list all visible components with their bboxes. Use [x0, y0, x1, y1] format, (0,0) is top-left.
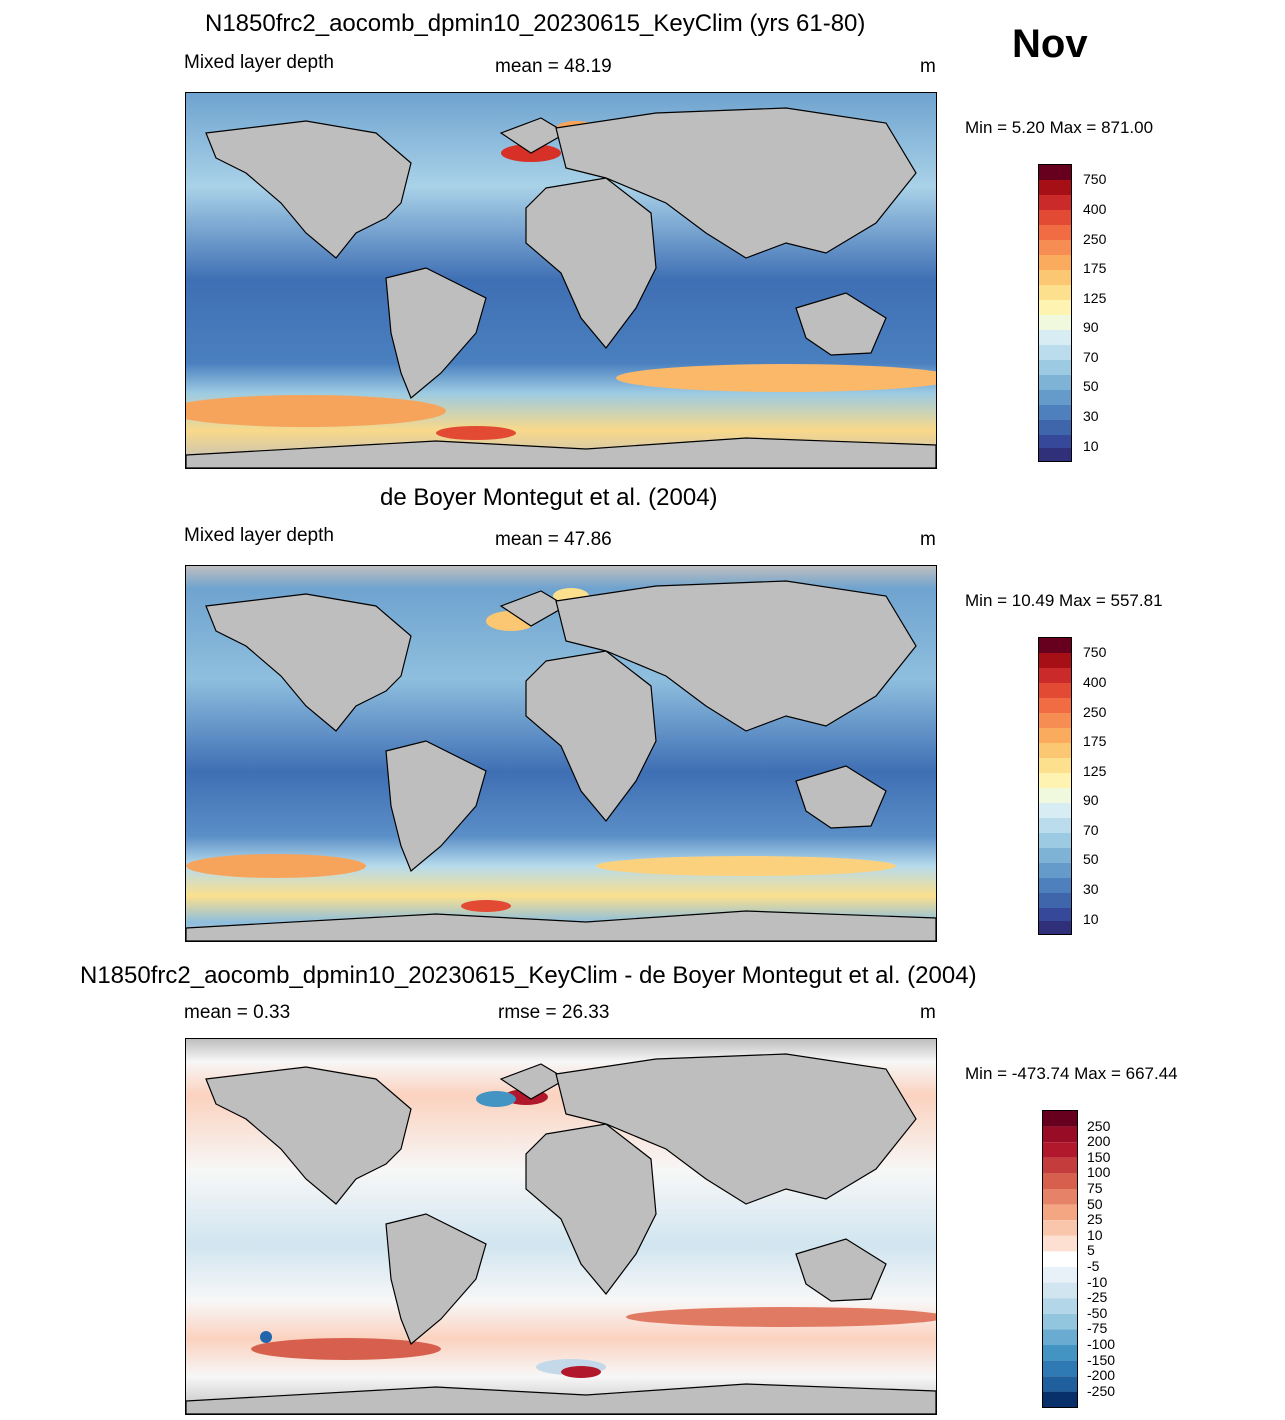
- panel3-colorbar-label: 150: [1087, 1148, 1111, 1165]
- panel1-indian-southern-band: [616, 364, 936, 392]
- panel3-labrador-negative: [476, 1091, 516, 1107]
- panel3-title: N1850frc2_aocomb_dpmin10_20230615_KeyCli…: [80, 962, 977, 989]
- panel3-colorbar-label: 75: [1087, 1180, 1103, 1196]
- panel2-weddell-deep: [461, 900, 511, 912]
- panel1-southern-ocean-deep-band: [186, 395, 446, 427]
- month-label: Nov: [1012, 22, 1088, 66]
- panel1-colorbar-label: 90: [1083, 319, 1099, 335]
- panel3-colorbar-label: -200: [1087, 1367, 1116, 1384]
- panel3-colorbar-label: -250: [1087, 1382, 1116, 1399]
- panel3-colorbar: [1042, 1110, 1078, 1408]
- panel2-indian-southern-band: [596, 856, 896, 876]
- panel2-map-svg: [186, 566, 936, 941]
- panel1-colorbar-label: 50: [1083, 378, 1099, 394]
- panel1-colorbar-label: 250: [1083, 231, 1107, 247]
- panel2-map: [185, 565, 937, 942]
- panel3-colorbar-svg: [1043, 1111, 1077, 1407]
- panel3-colorbar-label: -100: [1087, 1336, 1116, 1352]
- panel2-unit-label: m: [920, 529, 936, 550]
- panel3-colorbar-label: 25: [1087, 1211, 1103, 1228]
- panel3-colorbar-label: -75: [1087, 1320, 1108, 1337]
- panel3-colorbar-label: 10: [1087, 1226, 1103, 1243]
- panel1-mean-label: mean = 48.19: [495, 56, 612, 77]
- panel3-colorbar-labels: 250 200 150 100 75 50 25 10 5 -5 -10 -25…: [1087, 1110, 1147, 1406]
- panel2-colorbar-label: 90: [1083, 792, 1099, 808]
- panel3-colorbar-label: -5: [1087, 1258, 1100, 1274]
- panel1-colorbar-label: 30: [1083, 408, 1099, 424]
- panel2-colorbar-label: 125: [1083, 763, 1107, 779]
- panel2-colorbar-labels: 750 400 250 175 125 90 70 50 30 10: [1083, 637, 1143, 933]
- panel2-colorbar-label: 30: [1083, 881, 1099, 897]
- panel1-colorbar-label: 400: [1083, 201, 1107, 217]
- panel2-land: [186, 580, 936, 941]
- panel1-title: N1850frc2_aocomb_dpmin10_20230615_KeyCli…: [205, 10, 866, 37]
- panel1-colorbar-svg: [1039, 165, 1071, 461]
- panel3-mean-label: mean = 0.33: [184, 1002, 291, 1023]
- panel3-colorbar-label: -10: [1087, 1273, 1108, 1290]
- panel1-colorbar-label: 175: [1083, 260, 1107, 276]
- panel3-colorbar-label: 50: [1087, 1195, 1103, 1212]
- panel3-unit-label: m: [920, 1002, 936, 1023]
- panel2-minmax-label: Min = 10.49 Max = 557.81: [965, 591, 1163, 610]
- panel1-variable-label: Mixed layer depth: [184, 52, 334, 73]
- panel3-colorbar-label: 100: [1087, 1164, 1111, 1181]
- panel2-colorbar-svg: [1039, 638, 1071, 934]
- panel2-colorbar: [1038, 637, 1072, 935]
- panel3-pacific-negative-spot: [260, 1331, 272, 1343]
- panel1-weddell-deep: [436, 426, 516, 440]
- panel3-colorbar-label: 5: [1087, 1242, 1095, 1259]
- panel3-land: [186, 1053, 936, 1414]
- panel3-colorbar-label: -50: [1087, 1304, 1108, 1321]
- panel2-southern-ocean-band: [186, 854, 366, 878]
- panel3-colorbar-label: -25: [1087, 1289, 1108, 1306]
- panel3-colorbar-label: 200: [1087, 1133, 1111, 1150]
- panel2-colorbar-label: 10: [1083, 911, 1099, 927]
- panel2-colorbar-label: 175: [1083, 733, 1107, 749]
- panel3-colorbar-label: 250: [1087, 1117, 1111, 1134]
- panel3-map: [185, 1038, 937, 1415]
- panel3-map-svg: [186, 1039, 936, 1414]
- panel1-unit-label: m: [920, 56, 936, 77]
- panel3-minmax-label: Min = -473.74 Max = 667.44: [965, 1064, 1178, 1083]
- panel2-mean-label: mean = 47.86: [495, 529, 612, 550]
- panel2-colorbar-label: 400: [1083, 674, 1107, 690]
- panel1-colorbar-label: 125: [1083, 290, 1107, 306]
- panel3-colorbar-label: -150: [1087, 1351, 1116, 1368]
- panel2-colorbar-label: 70: [1083, 822, 1099, 838]
- panel1-map: [185, 92, 937, 469]
- panel3-rmse-label: rmse = 26.33: [498, 1002, 610, 1023]
- panel2-colorbar-label: 750: [1083, 644, 1107, 660]
- panel2-colorbar-label: 50: [1083, 851, 1099, 867]
- panel3-indian-positive-band: [626, 1307, 936, 1327]
- panel1-colorbar-labels: 750 400 250 175 125 90 70 50 30 10: [1083, 164, 1143, 460]
- panel2-title: de Boyer Montegut et al. (2004): [380, 484, 718, 511]
- panel1-colorbar-label: 10: [1083, 438, 1099, 454]
- panel2-colorbar-label: 250: [1083, 704, 1107, 720]
- panel1-colorbar: [1038, 164, 1072, 462]
- panel1-colorbar-label: 70: [1083, 349, 1099, 365]
- panel1-minmax-label: Min = 5.20 Max = 871.00: [965, 118, 1154, 137]
- panel1-colorbar-label: 750: [1083, 171, 1107, 187]
- panel2-variable-label: Mixed layer depth: [184, 525, 334, 546]
- panel1-map-svg: [186, 93, 936, 468]
- panel1-land: [186, 107, 936, 468]
- panel3-weddell-positive: [561, 1366, 601, 1378]
- panel3-southern-positive-band: [251, 1338, 441, 1360]
